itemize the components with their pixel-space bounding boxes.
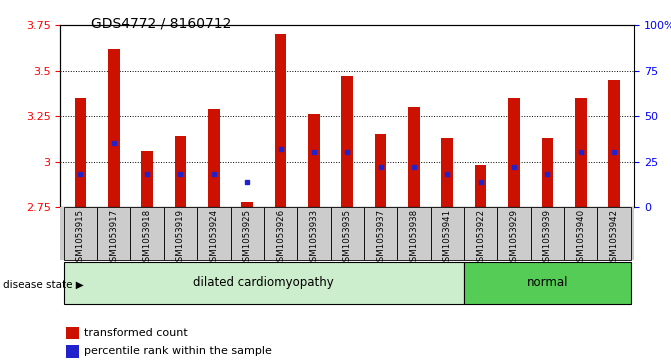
Bar xyxy=(431,207,464,260)
Bar xyxy=(464,207,497,260)
Bar xyxy=(364,207,397,260)
Text: GSM1053937: GSM1053937 xyxy=(376,209,385,267)
Text: dilated cardiomyopathy: dilated cardiomyopathy xyxy=(193,276,334,289)
Bar xyxy=(274,34,287,207)
Bar xyxy=(164,207,197,260)
Bar xyxy=(142,151,153,207)
Text: GSM1053942: GSM1053942 xyxy=(609,209,619,267)
Bar xyxy=(264,207,297,260)
Bar xyxy=(66,327,79,339)
Bar xyxy=(564,207,597,260)
Text: percentile rank within the sample: percentile rank within the sample xyxy=(85,346,272,356)
Text: disease state ▶: disease state ▶ xyxy=(3,280,84,290)
Text: GSM1053917: GSM1053917 xyxy=(109,209,118,267)
Bar xyxy=(97,207,130,260)
Bar xyxy=(331,207,364,260)
Bar xyxy=(497,207,531,260)
Text: transformed count: transformed count xyxy=(85,328,189,338)
Bar xyxy=(297,207,331,260)
Bar xyxy=(442,138,453,207)
Bar xyxy=(375,134,386,207)
Text: normal: normal xyxy=(527,276,568,289)
Text: GSM1053922: GSM1053922 xyxy=(476,209,485,267)
Text: GSM1053939: GSM1053939 xyxy=(543,209,552,267)
Bar xyxy=(231,207,264,260)
Bar xyxy=(174,136,187,207)
Text: GSM1053933: GSM1053933 xyxy=(309,209,318,267)
Text: GSM1053919: GSM1053919 xyxy=(176,209,185,267)
Bar xyxy=(408,107,420,207)
Bar xyxy=(74,98,87,207)
Text: GSM1053940: GSM1053940 xyxy=(576,209,585,267)
Bar xyxy=(597,207,631,260)
Bar xyxy=(464,262,631,304)
Bar xyxy=(397,207,431,260)
Bar xyxy=(531,207,564,260)
Bar xyxy=(608,80,620,207)
Bar xyxy=(130,207,164,260)
Text: GSM1053924: GSM1053924 xyxy=(209,209,218,267)
Bar xyxy=(242,202,253,207)
Bar xyxy=(108,49,119,207)
Text: GSM1053929: GSM1053929 xyxy=(509,209,519,267)
Bar xyxy=(64,262,464,304)
Bar xyxy=(541,138,553,207)
Text: GSM1053935: GSM1053935 xyxy=(343,209,352,267)
Bar xyxy=(342,76,353,207)
Bar xyxy=(508,98,520,207)
Bar xyxy=(208,109,219,207)
Text: GSM1053918: GSM1053918 xyxy=(143,209,152,267)
Bar xyxy=(197,207,231,260)
Bar xyxy=(475,165,486,207)
Bar xyxy=(64,207,97,260)
Text: GSM1053915: GSM1053915 xyxy=(76,209,85,267)
Bar xyxy=(575,98,586,207)
Bar xyxy=(66,345,79,358)
Text: GSM1053941: GSM1053941 xyxy=(443,209,452,267)
Text: GSM1053926: GSM1053926 xyxy=(276,209,285,267)
Text: GDS4772 / 8160712: GDS4772 / 8160712 xyxy=(91,16,231,30)
Bar xyxy=(308,114,319,207)
Text: GSM1053925: GSM1053925 xyxy=(243,209,252,267)
Text: GSM1053938: GSM1053938 xyxy=(409,209,419,267)
